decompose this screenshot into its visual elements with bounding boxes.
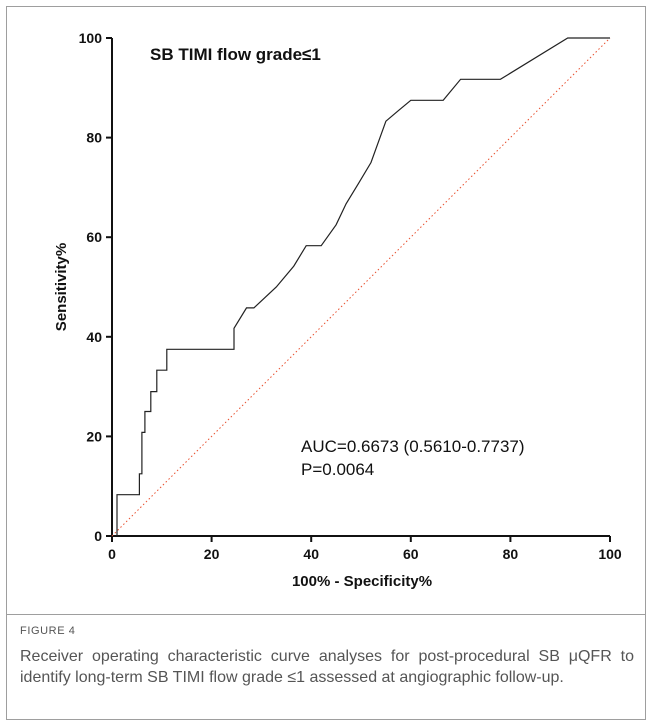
reference-diagonal xyxy=(111,37,611,537)
y-tick-label: 60 xyxy=(86,229,102,245)
x-tick-label: 60 xyxy=(403,546,419,562)
figure-caption: Receiver operating characteristic curve … xyxy=(20,648,634,686)
x-tick-label: 80 xyxy=(503,546,519,562)
x-axis-label: 100% - Specificity% xyxy=(292,573,432,590)
roc-chart: SB TIMI flow grade≤1 AUC=0.6673 (0.5610-… xyxy=(53,30,622,590)
caption-divider xyxy=(6,614,646,615)
roc-curve xyxy=(116,37,610,536)
y-axis-label: Sensitivity% xyxy=(53,243,70,331)
chart-title: SB TIMI flow grade≤1 xyxy=(150,45,321,64)
x-tick-label: 20 xyxy=(204,546,220,562)
y-tick-label: 40 xyxy=(86,329,102,345)
figure-label: FIGURE 4 xyxy=(20,625,76,637)
reference-line xyxy=(111,37,611,537)
y-tick-label: 20 xyxy=(86,428,102,444)
x-tick-label: 0 xyxy=(108,546,116,562)
x-tick-label: 100 xyxy=(598,546,622,562)
p-value-annotation: P=0.0064 xyxy=(301,460,374,479)
x-tick-label: 40 xyxy=(303,546,319,562)
y-tick-label: 100 xyxy=(79,30,103,46)
y-tick-label: 0 xyxy=(94,528,102,544)
auc-annotation: AUC=0.6673 (0.5610-0.7737) xyxy=(301,437,525,456)
y-tick-label: 80 xyxy=(86,130,102,146)
roc-series xyxy=(116,37,610,536)
axes: 0 20 40 60 80 100 0 20 40 60 80 100 xyxy=(79,30,622,562)
